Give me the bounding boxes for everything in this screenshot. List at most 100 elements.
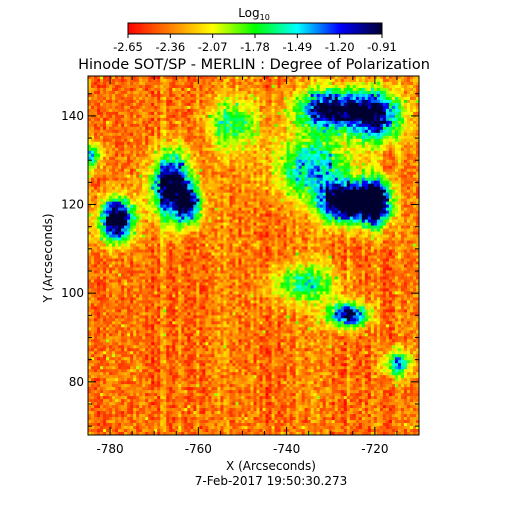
heatmap-cell <box>307 180 312 185</box>
heatmap-cell <box>397 105 402 110</box>
heatmap-cell <box>88 76 92 80</box>
heatmap-cell <box>400 198 405 203</box>
heatmap-cell <box>373 126 378 131</box>
heatmap-cell <box>196 141 200 146</box>
heatmap-cell <box>382 87 387 92</box>
heatmap-cell <box>160 108 164 113</box>
heatmap-cell <box>223 138 227 143</box>
heatmap-cell <box>115 162 119 167</box>
heatmap-cell <box>337 195 342 200</box>
heatmap-cell <box>106 90 110 95</box>
heatmap-cell <box>415 150 419 155</box>
heatmap-cell <box>292 168 297 173</box>
heatmap-cell <box>301 108 306 113</box>
heatmap-cell <box>91 93 95 98</box>
heatmap-cell <box>394 135 399 140</box>
heatmap-cell <box>166 195 170 200</box>
heatmap-cell <box>322 180 327 185</box>
heatmap-cell <box>145 141 149 146</box>
heatmap-cell <box>97 165 101 170</box>
heatmap-cell <box>319 141 324 146</box>
heatmap-cell <box>160 84 164 89</box>
heatmap-cell <box>91 189 95 194</box>
heatmap-cell <box>268 207 272 212</box>
colorbar-tick-label: -2.65 <box>113 40 143 54</box>
heatmap-cell <box>124 93 128 98</box>
heatmap-cell <box>412 192 417 197</box>
heatmap-cell <box>94 204 98 209</box>
heatmap-cell <box>172 150 176 155</box>
heatmap-cell <box>301 192 306 197</box>
heatmap-cell <box>166 132 170 137</box>
heatmap-cell <box>385 159 390 164</box>
heatmap-cell <box>376 135 381 140</box>
heatmap-cell <box>136 138 140 143</box>
heatmap-cell <box>277 120 281 125</box>
heatmap-cell <box>202 126 206 131</box>
heatmap-cell <box>160 183 164 188</box>
heatmap-cell <box>301 153 306 158</box>
heatmap-cell <box>250 153 254 158</box>
heatmap-cell <box>124 147 128 152</box>
heatmap-cell <box>313 180 318 185</box>
heatmap-cell <box>172 108 176 113</box>
heatmap-cell <box>340 180 345 185</box>
heatmap-cell <box>130 141 134 146</box>
heatmap-cell <box>160 76 164 80</box>
heatmap-cell <box>133 93 137 98</box>
heatmap-cell <box>193 192 197 197</box>
heatmap-cell <box>109 138 113 143</box>
heatmap-cell <box>223 144 227 149</box>
heatmap-cell <box>346 195 351 200</box>
heatmap-cell <box>160 147 164 152</box>
heatmap-cell <box>358 123 363 128</box>
heatmap-cell <box>190 96 194 101</box>
heatmap-cell <box>130 99 134 104</box>
heatmap-cell <box>373 153 378 158</box>
heatmap-cell <box>106 117 110 122</box>
heatmap-cell <box>331 180 336 185</box>
heatmap-cell <box>361 198 366 203</box>
heatmap-cell <box>148 195 152 200</box>
heatmap-cell <box>274 144 278 149</box>
heatmap-cell <box>220 87 224 92</box>
heatmap-cell <box>175 195 179 200</box>
heatmap-cell <box>337 120 342 125</box>
heatmap-cell <box>313 102 318 107</box>
heatmap-cell <box>397 138 402 143</box>
heatmap-cell <box>220 102 224 107</box>
heatmap-cell <box>139 141 143 146</box>
heatmap-cell <box>406 84 411 89</box>
heatmap-cell <box>238 102 242 107</box>
heatmap-cell <box>319 120 324 125</box>
heatmap-cell <box>226 111 230 116</box>
heatmap-cell <box>310 192 315 197</box>
heatmap-cell <box>151 150 155 155</box>
heatmap-cell <box>373 81 378 86</box>
heatmap-cell <box>394 90 399 95</box>
heatmap-cell <box>214 201 218 206</box>
heatmap-cell <box>358 105 363 110</box>
heatmap-cell <box>286 102 291 107</box>
heatmap-cell <box>388 123 393 128</box>
heatmap-cell <box>190 201 194 206</box>
heatmap-cell <box>286 165 291 170</box>
heatmap-cell <box>178 108 182 113</box>
heatmap-cell <box>214 168 218 173</box>
heatmap-cell <box>229 111 233 116</box>
heatmap-cell <box>97 93 101 98</box>
heatmap-cell <box>88 198 92 203</box>
heatmap-cell <box>289 180 294 185</box>
heatmap-cell <box>232 144 236 149</box>
heatmap-cell <box>367 120 372 125</box>
heatmap-cell <box>97 192 101 197</box>
heatmap-cell <box>211 144 215 149</box>
heatmap-cell <box>241 126 245 131</box>
heatmap-cell <box>412 144 417 149</box>
heatmap-cell <box>190 207 194 212</box>
heatmap-cell <box>310 144 315 149</box>
heatmap-cell <box>409 147 414 152</box>
heatmap-cell <box>388 156 393 161</box>
heatmap-cell <box>370 129 375 134</box>
heatmap-cell <box>145 192 149 197</box>
